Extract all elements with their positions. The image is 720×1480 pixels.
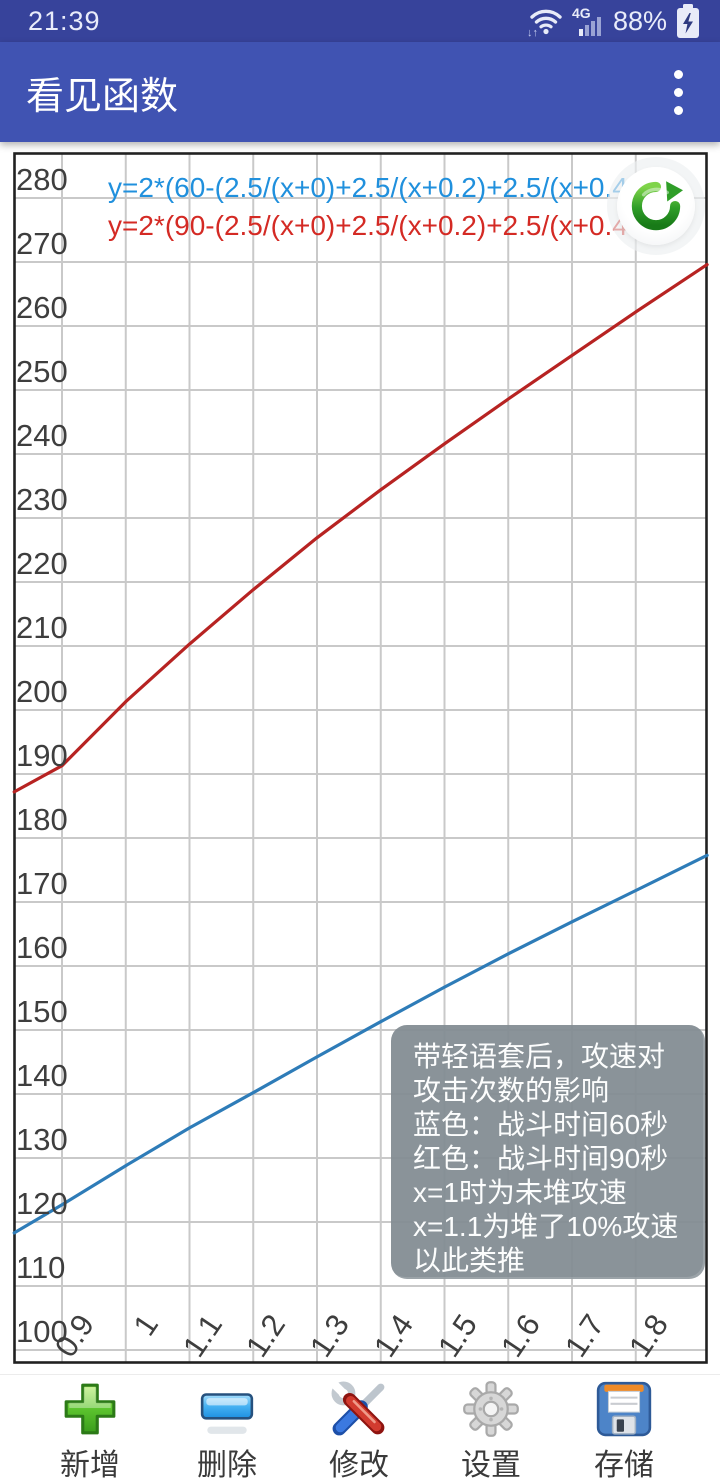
y-tick-label: 260 xyxy=(16,290,68,325)
delete-button[interactable]: 删除 xyxy=(162,1380,292,1480)
y-tick-label: 150 xyxy=(16,994,68,1029)
status-bar: 21:39 ↓↑ 4G 88% xyxy=(0,0,720,42)
y-tick-label: 210 xyxy=(16,610,68,645)
status-time: 21:39 xyxy=(28,5,101,36)
y-tick-label: 280 xyxy=(16,162,68,197)
y-tick-label: 100 xyxy=(16,1314,68,1349)
settings-icon xyxy=(463,1381,519,1437)
signal-4g-icon: 4G xyxy=(572,5,601,36)
refresh-button[interactable] xyxy=(617,167,695,245)
y-tick-label: 270 xyxy=(16,226,68,261)
tooltip-line: x=1时为未堆攻速 xyxy=(413,1177,627,1208)
y-tick-label: 240 xyxy=(16,418,68,453)
annotation-note: 带轻语套后，攻速对 攻击次数的影响 蓝色：战斗时间60秒 红色：战斗时间90秒 x=1时… xyxy=(391,1025,705,1279)
y-tick-label: 190 xyxy=(16,738,68,773)
tool-label: 存储 xyxy=(594,1449,654,1480)
annotation-text: 带轻语套后，攻速对 攻击次数的影响 蓝色：战斗时间60秒 红色：战斗时间90秒 x=1时… xyxy=(413,1040,705,1278)
status-icons: ↓↑ 4G 88% xyxy=(527,4,700,38)
svg-text:4G: 4G xyxy=(572,5,591,21)
battery-icon xyxy=(677,4,699,38)
delete-icon xyxy=(200,1393,254,1434)
save-icon xyxy=(596,1381,652,1437)
y-tick-label: 180 xyxy=(16,802,68,837)
overflow-menu-button[interactable] xyxy=(650,60,706,124)
y-tick-label: 200 xyxy=(16,674,68,709)
settings-button[interactable]: 设置 xyxy=(426,1380,556,1480)
formula-blue: y=2*(60-(2.5/(x+0)+2.5/(x+0.2)+2.5/(x+0.… xyxy=(108,172,628,203)
modify-button[interactable]: 修改 xyxy=(294,1380,424,1480)
formula-red: y=2*(90-(2.5/(x+0)+2.5/(x+0.2)+2.5/(x+0.… xyxy=(108,210,628,241)
dot-icon xyxy=(673,105,683,115)
y-tick-label: 130 xyxy=(16,1122,68,1157)
app-bar: 看见函数 xyxy=(0,42,720,142)
tool-label: 新增 xyxy=(60,1449,120,1480)
refresh-icon xyxy=(631,181,683,231)
y-tick-label: 230 xyxy=(16,482,68,517)
tooltip-line: 以此类推 xyxy=(413,1245,526,1276)
y-tick-label: 140 xyxy=(16,1058,68,1093)
tooltip-line: x=1.1为堆了10%攻速 xyxy=(413,1211,679,1242)
y-tick-label: 250 xyxy=(16,354,68,389)
add-button[interactable]: 新增 xyxy=(25,1380,155,1480)
add-icon xyxy=(64,1383,116,1435)
y-tick-label: 120 xyxy=(16,1186,68,1221)
tooltip-line: 带轻语套后，攻速对 xyxy=(413,1041,666,1072)
y-tick-label: 110 xyxy=(16,1250,66,1285)
wifi-icon: ↓↑ xyxy=(527,9,562,37)
save-button[interactable]: 存储 xyxy=(559,1380,689,1480)
tool-label: 修改 xyxy=(329,1449,389,1480)
dot-icon xyxy=(673,69,683,79)
y-tick-label: 170 xyxy=(16,866,68,901)
tool-label: 删除 xyxy=(197,1449,257,1480)
tool-label: 设置 xyxy=(461,1449,521,1480)
bottom-toolbar: 新增 删除 xyxy=(0,1374,720,1480)
modify-icon xyxy=(330,1380,385,1436)
battery-percent: 88% xyxy=(612,5,667,36)
y-tick-label: 220 xyxy=(16,546,68,581)
svg-text:↓↑: ↓↑ xyxy=(527,27,538,37)
tooltip-line: 红色：战斗时间90秒 xyxy=(413,1143,669,1174)
dot-icon xyxy=(673,87,683,97)
page-title: 看见函数 xyxy=(26,75,179,118)
tooltip-line: 攻击次数的影响 xyxy=(413,1075,610,1106)
tooltip-line: 蓝色：战斗时间60秒 xyxy=(413,1109,669,1140)
y-tick-label: 160 xyxy=(16,930,68,965)
